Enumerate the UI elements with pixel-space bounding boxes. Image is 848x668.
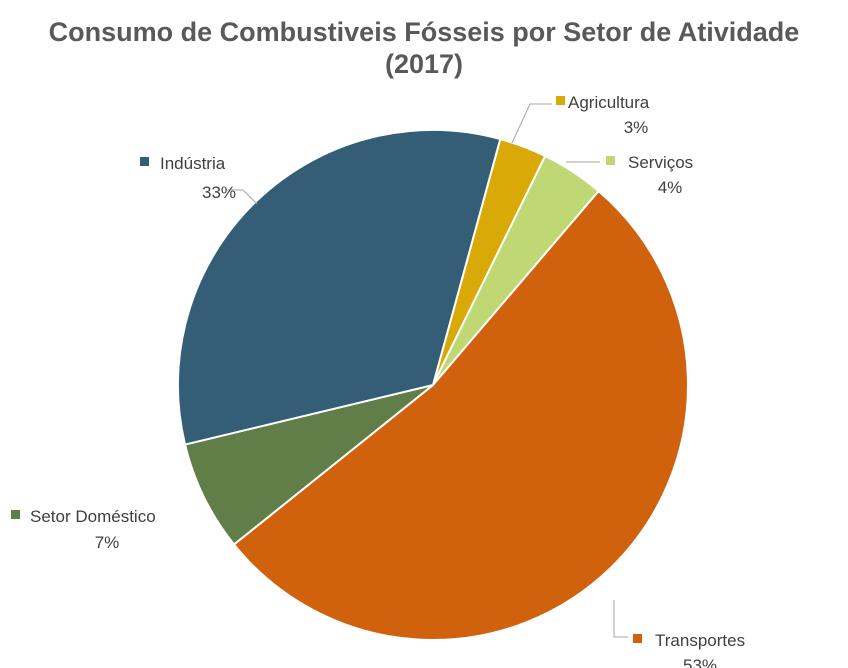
leader-line-transportes bbox=[613, 600, 628, 638]
leader-line-agricultura bbox=[511, 103, 552, 144]
slice-label-setor-dom-stico: Setor Doméstico bbox=[30, 507, 156, 526]
leader-line-ind-stria bbox=[227, 189, 258, 205]
pie-slice-setor-dom-stico bbox=[183, 384, 434, 546]
slice-percent-transportes: 53% bbox=[683, 656, 717, 668]
slice-label-transportes: Transportes bbox=[655, 631, 745, 650]
legend-key-servi-os bbox=[606, 156, 615, 165]
legend-key-setor-dom-stico bbox=[11, 510, 20, 519]
legend-key-agricultura bbox=[556, 96, 565, 105]
chart-title: Consumo de Combustiveis Fósseis por Seto… bbox=[48, 17, 800, 47]
slice-label-servi-os: Serviços bbox=[628, 153, 693, 172]
pie-slice-transportes bbox=[232, 189, 689, 641]
chart-title-year: (2017) bbox=[384, 49, 464, 79]
legend-key-transportes bbox=[633, 634, 642, 643]
slice-percent-agricultura: 3% bbox=[624, 118, 649, 137]
slice-label-ind-stria: Indústria bbox=[160, 154, 226, 173]
slice-percent-setor-dom-stico: 7% bbox=[95, 533, 120, 552]
slice-percent-ind-stria: 33% bbox=[202, 183, 236, 202]
slice-label-agricultura: Agricultura bbox=[568, 93, 650, 112]
legend-key-ind-stria bbox=[140, 157, 149, 166]
slice-percent-servi-os: 4% bbox=[658, 178, 683, 197]
